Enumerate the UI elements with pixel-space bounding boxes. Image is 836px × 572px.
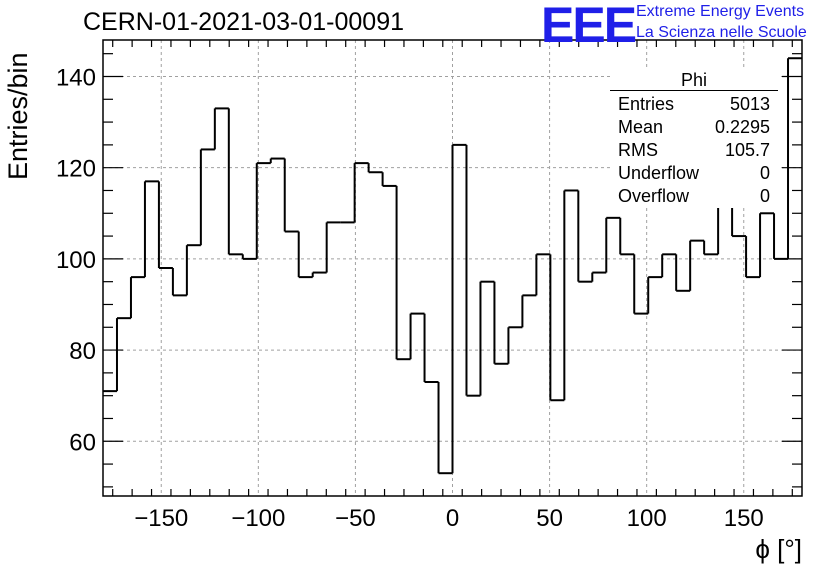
stats-label: Mean xyxy=(618,117,664,137)
stats-row-rms: RMS 105.7 xyxy=(610,139,778,162)
y-tick-label: 100 xyxy=(56,247,96,274)
y-tick-label: 120 xyxy=(56,156,96,183)
tick-label-layer: −150 −100 −50 0 50 100 150 60 80 100 120 140 xyxy=(56,64,764,532)
stats-label: RMS xyxy=(618,140,658,160)
stats-label: Overflow xyxy=(618,186,690,206)
stats-row-underflow: Underflow 0 xyxy=(610,162,778,185)
stats-label: Entries xyxy=(618,94,675,114)
tick-layer xyxy=(103,40,802,496)
stats-label: Underflow xyxy=(618,163,700,183)
logo-line-2: La Scienza nelle Scuole xyxy=(636,24,807,41)
stats-value: 5013 xyxy=(729,94,770,114)
stats-row-entries: Entries 5013 xyxy=(610,93,778,116)
x-tick-label: −50 xyxy=(335,505,376,532)
logo-line-1: Extreme Energy Events xyxy=(636,3,805,20)
stats-row-mean: Mean 0.2295 xyxy=(610,116,778,139)
plot-frame xyxy=(102,39,803,497)
y-tick-label: 80 xyxy=(69,338,96,365)
stats-box: Phi Entries 5013 Mean 0.2295 RMS 105.7 U… xyxy=(610,70,778,208)
x-axis-label: ϕ [°] xyxy=(755,534,802,564)
x-tick-label: 0 xyxy=(446,505,459,532)
x-tick-label: 150 xyxy=(724,505,764,532)
stats-title: Phi xyxy=(610,70,778,91)
x-tick-label: 100 xyxy=(627,505,667,532)
run-title: CERN-01-2021-03-01-00091 xyxy=(83,8,405,36)
y-axis-label: Entries/bin xyxy=(3,52,33,180)
x-tick-label: −100 xyxy=(231,505,285,532)
stats-value: 0 xyxy=(759,186,770,206)
y-tick-label: 60 xyxy=(69,429,96,456)
stats-value: 0 xyxy=(759,163,770,183)
y-tick-label: 140 xyxy=(56,64,96,91)
x-tick-label: −150 xyxy=(134,505,188,532)
histogram-layer xyxy=(103,57,802,475)
x-tick-label: 50 xyxy=(536,505,563,532)
stats-row-overflow: Overflow 0 xyxy=(610,185,778,208)
stats-value: 0.2295 xyxy=(714,117,770,137)
stats-value: 105.7 xyxy=(724,140,770,160)
eee-logo: EEE xyxy=(541,0,637,53)
